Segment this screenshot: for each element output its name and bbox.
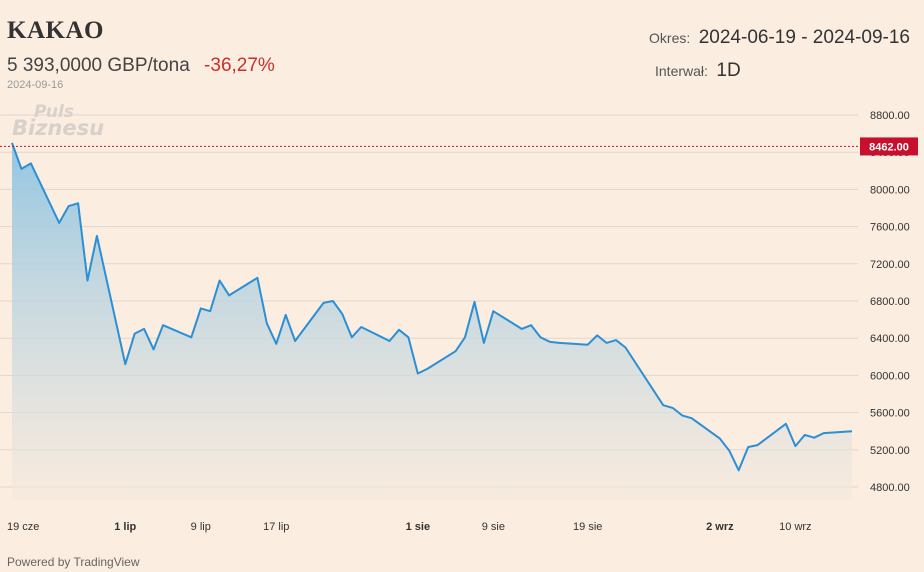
x-tick-label: 19 sie (573, 521, 602, 533)
x-tick-label: 1 sie (406, 521, 430, 533)
period-selector[interactable]: Okres: 2024-06-19 - 2024-09-16 (649, 27, 910, 49)
powered-by-tradingview[interactable]: Powered by TradingView (7, 555, 140, 569)
x-axis: 19 cze 1 lip 9 lip 17 lip 1 sie 9 sie 19 sie 2 … (7, 521, 812, 533)
last-price: 5 393,0000 GBP/tona (7, 55, 190, 76)
y-tick-label: 6000.00 (870, 370, 910, 382)
price-date: 2024-09-16 (7, 79, 64, 91)
price-badge-label: 8462.00 (869, 141, 909, 153)
puls-biznesu-logo: Puls Biznesu (12, 102, 105, 140)
x-tick-label: 19 cze (7, 521, 39, 533)
interval-value[interactable]: 1D (716, 60, 741, 81)
interval-selector[interactable]: Interwał: 1D (655, 60, 741, 82)
price-area (12, 142, 852, 500)
last-price-badge: 8462.00 (860, 137, 918, 156)
price-row: 5 393,0000 GBP/tona -36,27% (7, 55, 275, 77)
x-tick-label: 17 lip (263, 521, 289, 533)
x-tick-label: 2 wrz (706, 521, 734, 533)
y-tick-label: 7600.00 (870, 222, 910, 234)
y-tick-label: 4800.00 (870, 482, 910, 494)
instrument-title: KAKAO (7, 17, 104, 44)
x-tick-label: 9 lip (191, 521, 211, 533)
x-tick-label: 1 lip (114, 521, 136, 533)
x-tick-label: 9 sie (482, 521, 505, 533)
period-value[interactable]: 2024-06-19 - 2024-09-16 (698, 27, 910, 48)
y-tick-label: 6400.00 (870, 333, 910, 345)
y-tick-label: 7200.00 (870, 259, 910, 271)
price-change: -36,27% (204, 55, 275, 76)
y-tick-label: 5200.00 (870, 445, 910, 457)
y-tick-label: 8800.00 (870, 110, 910, 122)
y-tick-label: 5600.00 (870, 408, 910, 420)
y-axis: 4800.00 5200.00 5600.00 6000.00 6400.00 6800.… (870, 110, 910, 494)
y-tick-label: 6800.00 (870, 296, 910, 308)
interval-label: Interwał: (655, 63, 708, 79)
y-tick-label: 8000.00 (870, 184, 910, 196)
x-tick-label: 10 wrz (779, 521, 811, 533)
logo-line-2: Biznesu (12, 116, 105, 140)
price-line (11, 142, 853, 472)
price-badge-bg (860, 137, 918, 156)
logo-line-1: Puls (34, 102, 74, 122)
period-label: Okres: (649, 30, 691, 46)
